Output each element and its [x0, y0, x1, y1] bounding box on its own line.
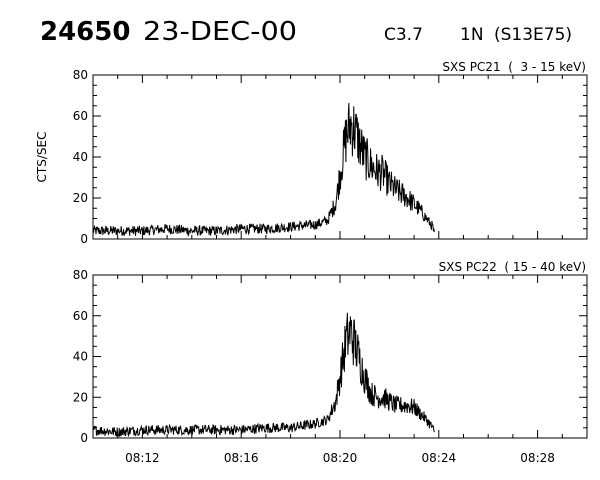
- plot-frame: [92, 274, 588, 439]
- series-line: [92, 102, 435, 238]
- panel-title: SXS PC22 ( 15 - 40 keV): [439, 260, 586, 274]
- goes-class: C3.7: [384, 25, 423, 45]
- panel-title: SXS PC21 ( 3 - 15 keV): [442, 60, 586, 74]
- y-tick-label: 80: [73, 268, 88, 282]
- y-axis-label: CTS/SEC: [35, 132, 49, 183]
- panel-pc21: SXS PC21 ( 3 - 15 keV) CTS/SEC 0 20 40 60 80: [35, 60, 588, 246]
- y-tick-label: 0: [80, 232, 88, 246]
- x-tick-labels: 08:12 08:16 08:20 08:24 08:28: [125, 451, 555, 465]
- y-tick-label: 40: [73, 350, 88, 364]
- x-axis: [92, 75, 588, 239]
- h-alpha-class: 1N: [460, 25, 484, 45]
- y-tick-label: 20: [73, 191, 88, 205]
- x-axis: [92, 275, 588, 438]
- x-tick-label: 08:28: [520, 451, 555, 465]
- x-tick-label: 08:20: [323, 451, 358, 465]
- y-tick-label: 60: [73, 109, 88, 123]
- x-tick-label: 08:16: [224, 451, 259, 465]
- series-line: [92, 312, 435, 438]
- y-tick-label: 60: [73, 309, 88, 323]
- panel-pc22: SXS PC22 ( 15 - 40 keV) 0 20 40 60 80: [73, 260, 588, 445]
- flare-location: (S13E75): [494, 25, 572, 45]
- x-tick-label: 08:12: [125, 451, 160, 465]
- y-tick-label: 40: [73, 150, 88, 164]
- y-axis: 0 20 40 60 80: [73, 268, 587, 445]
- y-tick-label: 20: [73, 390, 88, 404]
- plot-frame: [92, 74, 588, 240]
- x-tick-label: 08:24: [422, 451, 457, 465]
- event-date: 23-DEC-00: [143, 17, 297, 47]
- event-number: 24650: [40, 17, 130, 47]
- y-axis: 0 20 40 60 80: [73, 68, 587, 246]
- y-tick-label: 80: [73, 68, 88, 82]
- y-tick-label: 0: [80, 431, 88, 445]
